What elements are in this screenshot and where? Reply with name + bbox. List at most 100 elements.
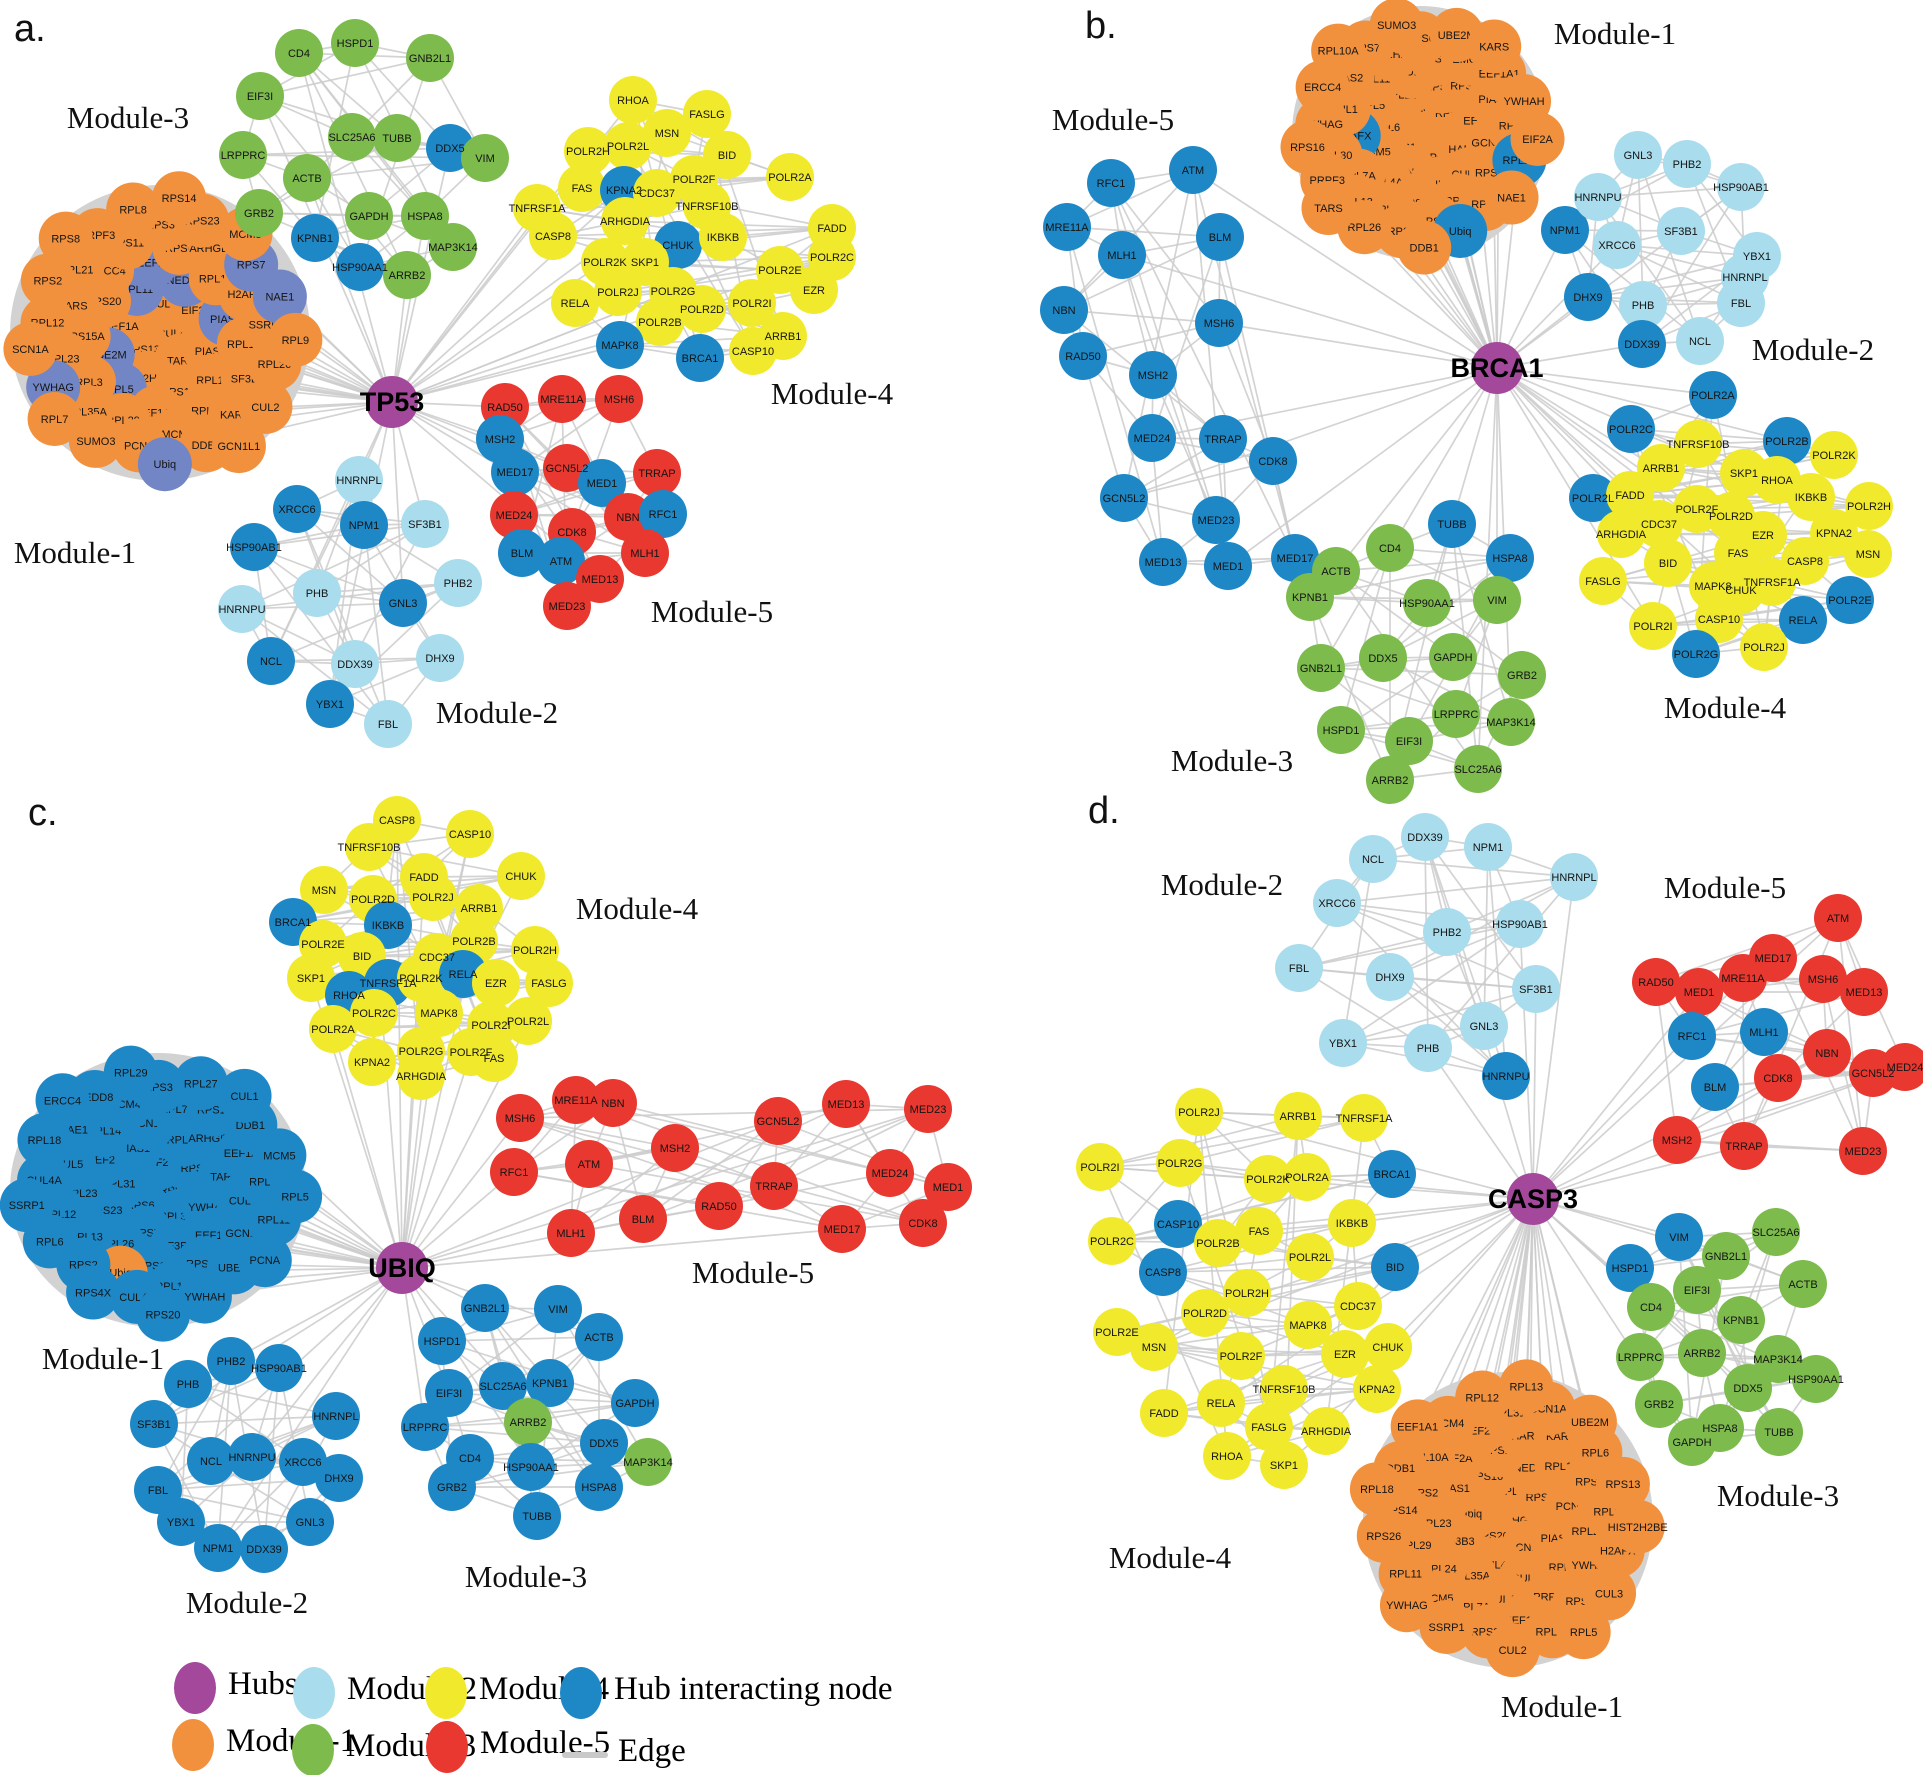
node-brca1 <box>1368 1150 1416 1198</box>
edge <box>1226 1388 1378 1457</box>
module-label: Module-2 <box>1161 867 1283 902</box>
node-arrb2 <box>1366 756 1414 804</box>
edge <box>1678 1236 1749 1389</box>
node-polr2g <box>1156 1139 1204 1187</box>
node-label: YBX1 <box>316 699 344 711</box>
node-polr2i <box>728 279 776 327</box>
node-phb2 <box>207 1337 255 1385</box>
node-label: MSN <box>1142 1342 1167 1354</box>
node-med23 <box>904 1085 952 1133</box>
node-polr2i <box>1629 602 1677 650</box>
node-cdc37 <box>633 169 681 217</box>
node-msh2 <box>1129 351 1177 399</box>
edge <box>241 608 389 725</box>
edge <box>253 546 389 725</box>
node-rela <box>1197 1379 1245 1427</box>
node-rps20 <box>135 1287 190 1342</box>
edge-swatch <box>562 1752 608 1758</box>
node-label: ARRB2 <box>1684 1348 1721 1360</box>
node-blm <box>619 1195 667 1243</box>
node-label: CD4 <box>459 1453 481 1465</box>
edge <box>401 1117 521 1269</box>
node-label: DDX39 <box>1407 832 1442 844</box>
node-polr2e <box>1826 576 1874 624</box>
edge <box>1532 988 1537 1200</box>
node-label: UBE2M <box>1438 30 1476 42</box>
node-label: SSRP1 <box>9 1200 45 1212</box>
legend-swatch-blue <box>560 1667 602 1719</box>
node-ybx1 <box>306 680 354 728</box>
node-actb <box>1779 1260 1827 1308</box>
node-arrb1 <box>1274 1092 1322 1140</box>
node-label: XRCC6 <box>1318 898 1355 910</box>
node-label: MED17 <box>497 467 534 479</box>
node-label: ARHGDIA <box>600 216 651 228</box>
edge <box>241 523 426 610</box>
node-label: CASP10 <box>1157 1219 1199 1231</box>
node-fas <box>470 1034 518 1082</box>
node-rpl5 <box>1556 1605 1611 1660</box>
node-label: FASLG <box>1251 1422 1286 1434</box>
node-grb2 <box>235 189 283 237</box>
node-rad50 <box>695 1182 743 1230</box>
edge <box>292 875 522 923</box>
node-scn1a <box>3 321 58 376</box>
node-label: CASP8 <box>535 231 571 243</box>
node-label: HNRNPL <box>313 1411 358 1423</box>
node-polr2a <box>1689 371 1737 419</box>
node-label: EZR <box>1752 530 1774 542</box>
edge <box>1655 981 1678 1141</box>
node-label: RELA <box>1207 1398 1236 1410</box>
edge <box>259 95 408 276</box>
node-label: GAPDH <box>1433 652 1472 664</box>
node-msh2 <box>651 1124 699 1172</box>
node-label: GNL3 <box>1470 1021 1499 1033</box>
module-label: Module-1 <box>14 535 136 570</box>
node-faslg <box>1245 1403 1293 1451</box>
node-ubiq <box>137 437 192 492</box>
node-label: RPL9 <box>282 335 310 347</box>
edge <box>1477 367 1498 770</box>
node-label: GNB2L1 <box>464 1303 506 1315</box>
edge <box>1309 596 1391 781</box>
node-label: DHX9 <box>425 653 454 665</box>
node-label: Ubiq <box>154 459 177 471</box>
edge <box>1427 876 1575 1049</box>
node-grb2 <box>1498 651 1546 699</box>
node-label: RHOA <box>1211 1451 1243 1463</box>
node-rfc1 <box>639 490 687 538</box>
node-label: GNL3 <box>1624 150 1653 162</box>
node-med24 <box>866 1149 914 1197</box>
node-label: NCL <box>1362 854 1384 866</box>
node-label: GAPDH <box>1672 1437 1711 1449</box>
node-ncl <box>1676 317 1724 365</box>
node-label: MED13 <box>1846 987 1883 999</box>
node-ywhag <box>1379 1578 1434 1633</box>
node-mre11a <box>1043 203 1091 251</box>
edge <box>557 1308 649 1463</box>
edge <box>1742 977 1745 1147</box>
node-phb <box>1619 281 1667 329</box>
node-label: MED13 <box>582 574 619 586</box>
legend-label: Hub interacting node <box>614 1671 893 1707</box>
node-label: MAP3K14 <box>1753 1354 1803 1366</box>
node-ncl <box>187 1437 235 1485</box>
node-label: EIF3I <box>1396 736 1422 748</box>
node-nbn <box>1040 286 1088 334</box>
node-label: HSP90AB1 <box>251 1363 307 1375</box>
node-label: HSP90AB1 <box>226 542 282 554</box>
node-label: Ubiq <box>1449 226 1472 238</box>
node-msh6 <box>595 375 643 423</box>
node-dhx9 <box>416 634 464 682</box>
module-label: Module-1 <box>1501 1689 1623 1724</box>
panel-letter-a: a. <box>14 8 46 50</box>
node-cul2 <box>238 379 293 434</box>
node-hsp90ab1 <box>255 1344 303 1392</box>
node-label: KPNB1 <box>1723 1315 1759 1327</box>
node-ssrp1 <box>0 1178 54 1233</box>
node-gapdh <box>611 1379 659 1427</box>
node-label: POLR2J <box>597 287 639 299</box>
node-msn <box>1130 1323 1178 1371</box>
node-label: CDK8 <box>1258 456 1287 468</box>
node-eif2a <box>1510 111 1565 166</box>
